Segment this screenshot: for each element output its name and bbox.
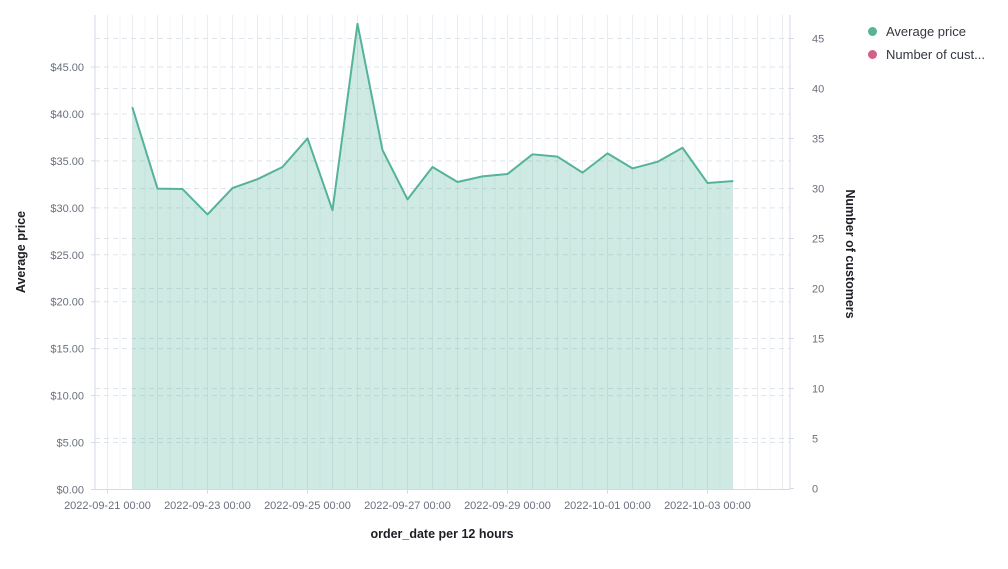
y-left-tick-label: $10.00	[50, 391, 84, 403]
left-axis-gridlines	[95, 66, 790, 444]
y-right-tick-label: 25	[812, 234, 824, 246]
legend: Average price Number of cust...	[868, 23, 1006, 62]
y-left-tick-label: $40.00	[50, 109, 84, 121]
x-axis-title: order_date per 12 hours	[370, 527, 513, 541]
series-color-dot	[868, 26, 877, 36]
y-left-tick-label: $20.00	[50, 297, 84, 309]
y-left-tick-label: $35.00	[50, 156, 84, 168]
y-left-tick-label: $30.00	[50, 203, 84, 215]
legend-label: Average price	[886, 23, 966, 39]
y-right-tick-label: 20	[812, 284, 824, 296]
y-left-tick-label: $5.00	[56, 438, 84, 450]
area-series-fill	[132, 23, 733, 490]
y-left-tick-label: $15.00	[50, 344, 84, 356]
y-right-tick-label: 40	[812, 84, 824, 96]
axis-lines	[91, 15, 794, 494]
legend-item-average-price[interactable]: Average price	[868, 23, 1006, 39]
legend-item-number-of-customers[interactable]: Number of cust...	[868, 46, 1006, 62]
plot-area[interactable]	[95, 15, 790, 490]
y-left-tick-label: $0.00	[56, 485, 84, 497]
y-left-tick-label: $45.00	[50, 62, 84, 74]
y-right-tick-label: 10	[812, 384, 824, 396]
x-tick-label: 2022-09-23 00:00	[164, 500, 251, 512]
right-axis-gridlines	[95, 38, 790, 439]
left-axis-tick-labels: $0.00 $5.00 $10.00 $15.00 $20.00 $25.00 $30.00…	[50, 62, 84, 497]
legend-label: Number of cust...	[886, 46, 985, 62]
x-tick-label: 2022-10-01 00:00	[564, 500, 651, 512]
y-left-tick-label: $25.00	[50, 250, 84, 262]
vertical-gridlines	[107, 15, 783, 490]
right-axis-tick-labels: 0 5 10 15 20 25 30 35 40 45	[812, 34, 824, 496]
x-tick-label: 2022-09-29 00:00	[464, 500, 551, 512]
x-tick-label: 2022-10-03 00:00	[664, 500, 751, 512]
right-axis-title: Number of customers	[843, 189, 857, 318]
y-right-tick-label: 15	[812, 334, 824, 346]
x-tick-label: 2022-09-27 00:00	[364, 500, 451, 512]
y-right-tick-label: 5	[812, 434, 818, 446]
series-color-dot	[868, 49, 877, 59]
y-right-tick-label: 35	[812, 134, 824, 146]
series-layer	[131, 22, 734, 490]
series-line	[131, 22, 734, 216]
y-right-tick-label: 30	[812, 184, 824, 196]
left-axis-title: Average price	[14, 211, 28, 293]
y-right-tick-label: 45	[812, 34, 824, 46]
y-right-tick-label: 0	[812, 484, 818, 496]
x-axis-tick-labels: 2022-09-21 00:00 2022-09-23 00:00 2022-09-…	[64, 500, 751, 512]
x-tick-label: 2022-09-21 00:00	[64, 500, 151, 512]
x-tick-label: 2022-09-25 00:00	[264, 500, 351, 512]
